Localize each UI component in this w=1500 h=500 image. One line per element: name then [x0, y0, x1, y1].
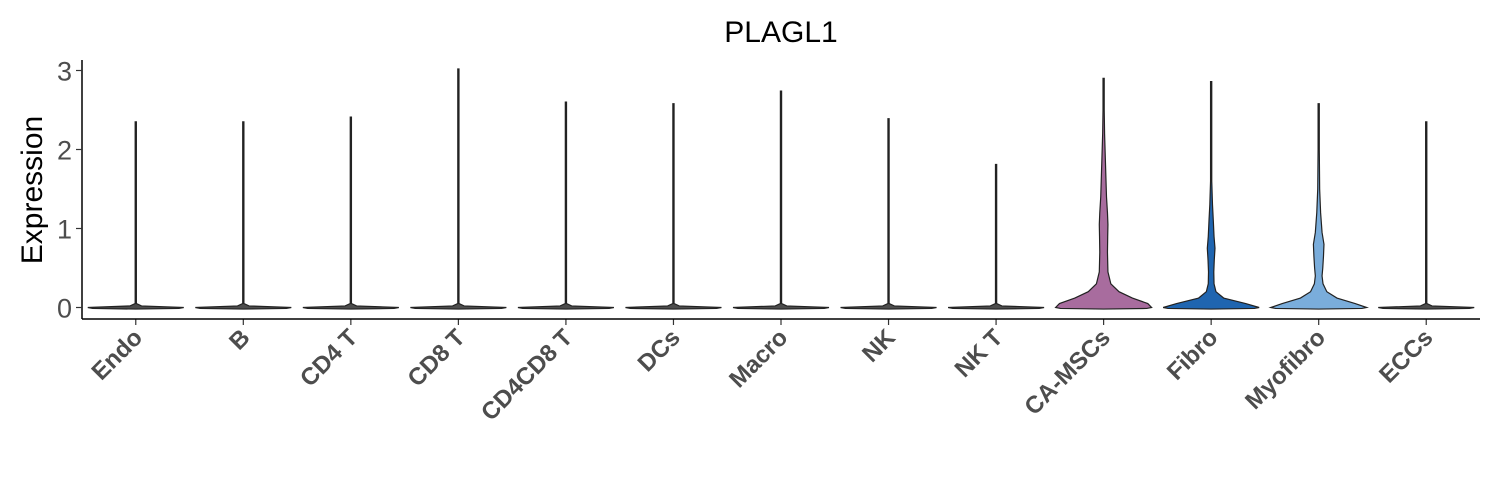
x-tick-label: B	[224, 324, 255, 355]
plot-area	[87, 68, 1475, 310]
violin-fibro	[1162, 80, 1260, 310]
chart-title: PLAGL1	[724, 16, 837, 49]
y-tick-label: 3	[57, 57, 72, 87]
x-tick-label: CD8 T	[403, 324, 471, 392]
y-tick-label: 2	[57, 136, 72, 166]
violin-cd4cd8-t	[517, 101, 615, 310]
x-tick-label: CD4CD8 T	[476, 324, 578, 426]
x-tick-label: DCs	[633, 324, 686, 377]
x-tick-label: CA-MSCs	[1019, 324, 1115, 420]
x-tick-label: ECCs	[1374, 324, 1438, 388]
x-tick-label: Macro	[724, 324, 793, 393]
violin-myofibro	[1268, 103, 1369, 310]
violin-macro	[732, 90, 830, 310]
violin-cd4-t	[302, 116, 399, 310]
y-tick-label: 0	[57, 294, 72, 324]
x-tick-label: CD4 T	[295, 324, 363, 392]
x-tick-label: Endo	[86, 324, 148, 386]
violin-nk-t	[947, 163, 1045, 310]
violin-dcs	[625, 103, 722, 310]
x-tick-label: NK T	[950, 324, 1009, 383]
violin-cd8-t	[410, 68, 507, 310]
x-tick-label: NK	[857, 324, 901, 368]
y-axis: 0 1 2 3	[57, 57, 83, 324]
violin-endo	[87, 121, 184, 310]
violin-eccs	[1378, 121, 1475, 310]
violin-ca-mscs	[1054, 77, 1153, 310]
y-axis-label: Expression	[16, 116, 49, 264]
x-axis: Endo B CD4 T CD8 T CD4CD8 T DCs Macro NK NK T CA-…	[82, 318, 1480, 426]
x-tick-label: Myofibro	[1240, 324, 1331, 415]
violin-nk	[840, 118, 937, 310]
y-tick-label: 1	[57, 215, 72, 245]
x-tick-label: Fibro	[1162, 324, 1224, 386]
violin-b	[195, 121, 292, 310]
